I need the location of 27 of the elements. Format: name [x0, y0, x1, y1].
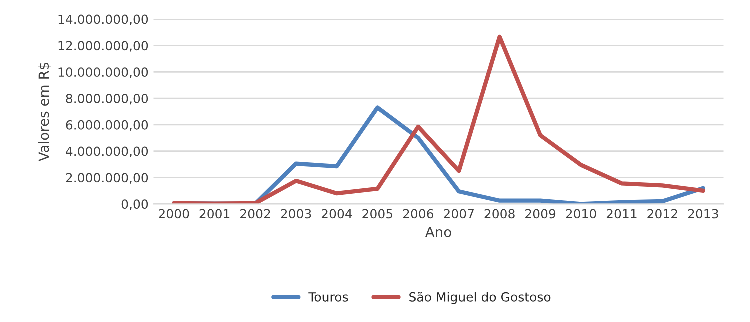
- x-tick-label: 2013: [688, 209, 718, 219]
- x-tick-label: 2006: [403, 209, 434, 219]
- x-tick-label: 2010: [566, 209, 596, 219]
- y-axis-title: Valores em R$: [38, 62, 52, 162]
- x-tick-label: 2000: [159, 209, 190, 219]
- y-tick-label: 0,00: [122, 200, 148, 210]
- x-tick-label: 2003: [281, 209, 312, 219]
- y-tick-label: 4.000.000,00: [66, 146, 148, 158]
- y-tick-label: 6.000.000,00: [66, 120, 148, 132]
- x-tick-label: 2002: [240, 209, 270, 219]
- y-tick-label: 14.000.000,00: [58, 14, 148, 26]
- y-tick-label: 2.000.000,00: [66, 173, 148, 184]
- x-tick-label: 2001: [200, 209, 230, 219]
- x-tick-label: 2007: [444, 209, 474, 219]
- x-tick-label: 2005: [362, 209, 392, 219]
- line-series: [172, 34, 706, 204]
- y-tick-label: 12.000.000,00: [58, 41, 148, 52]
- y-tick-label: 10.000.000,00: [58, 68, 148, 78]
- x-tick-label: 2004: [322, 209, 352, 219]
- x-tick-label: 2009: [526, 209, 556, 219]
- legend-label: São Miguel do Gostoso: [410, 292, 551, 304]
- x-tick-label: 2011: [606, 209, 637, 219]
- x-axis-title: Ano: [425, 227, 452, 238]
- legend-label: Touros: [308, 292, 348, 302]
- x-tick-label: 2012: [648, 209, 678, 219]
- y-tick-label: 8.000.000,00: [66, 94, 148, 105]
- x-tick-label: 2008: [484, 209, 515, 219]
